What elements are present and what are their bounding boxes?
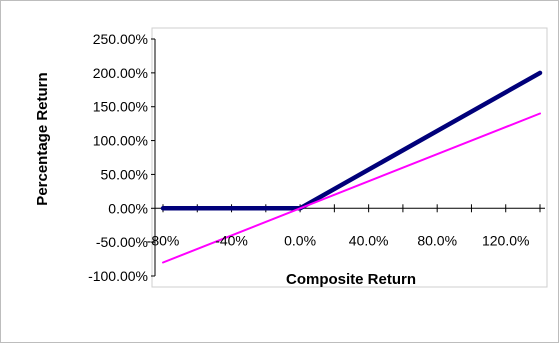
x-tick-label: 40.0% xyxy=(349,232,389,248)
y-tick-label: -100.00% xyxy=(88,268,148,284)
y-tick-label: 0.00% xyxy=(108,200,148,216)
x-tick-label: 80.0% xyxy=(417,232,457,248)
x-tick-labels: -80% -40% 0.0% 40.0% 80.0% 120.0% xyxy=(147,232,530,248)
series-group xyxy=(160,70,543,264)
plot-area-border xyxy=(151,27,548,288)
x-tick-label: -40% xyxy=(215,232,248,248)
y-tick-label: 150.00% xyxy=(93,99,148,115)
y-axis-title: Percentage Return xyxy=(34,72,51,205)
series-line-2 xyxy=(162,112,541,264)
y-tick-label: -50.00% xyxy=(96,234,148,250)
y-tick-label: 250.00% xyxy=(93,31,148,47)
y-tick-label: 100.00% xyxy=(93,133,148,149)
x-tick-label: 0.0% xyxy=(284,232,316,248)
x-axis-title: Composite Return xyxy=(286,271,416,288)
x-tick-label: 120.0% xyxy=(482,232,529,248)
x-tick-label: -80% xyxy=(147,232,180,248)
y-tick-label: 200.00% xyxy=(93,65,148,81)
y-tick-labels: 250.00% 200.00% 150.00% 100.00% 50.00% 0.00% -… xyxy=(88,31,148,284)
y-tick-label: 50.00% xyxy=(101,166,148,182)
y-tick-marks xyxy=(151,38,155,277)
